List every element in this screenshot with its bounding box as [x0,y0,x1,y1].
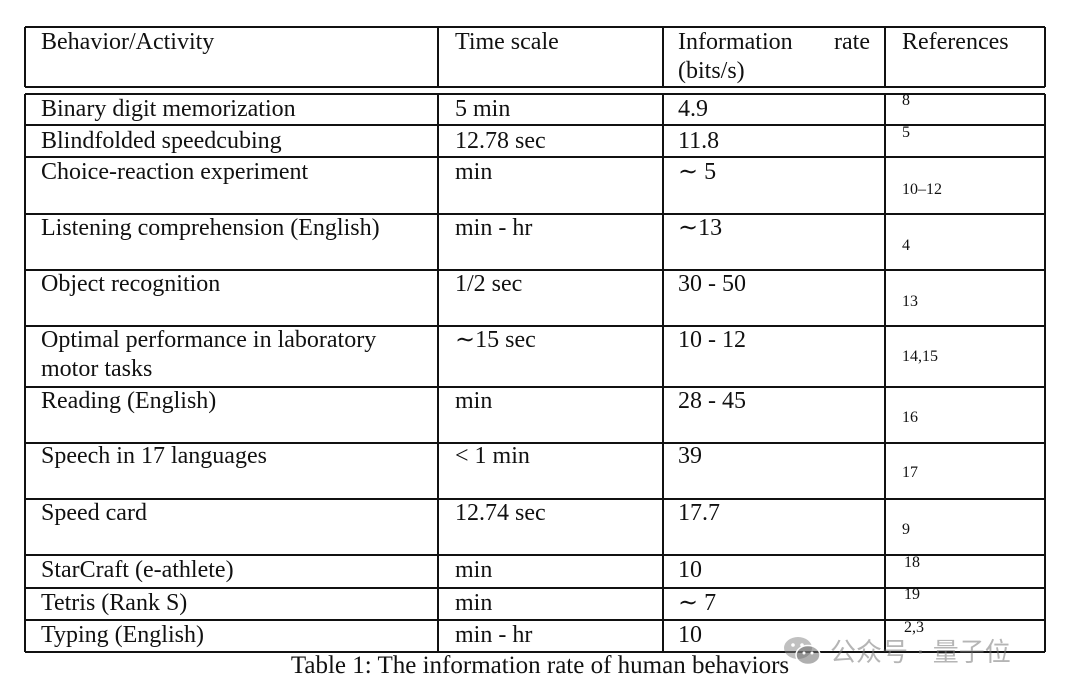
row-rate: 10 - 12 [678,327,746,353]
row-rate: 4.9 [678,96,708,122]
row-reference: 10–12 [902,181,942,198]
row-reference: 14,15 [902,348,938,365]
row-rate: 17.7 [678,500,720,526]
row-rate: ∼13 [678,215,723,241]
row-activity: Blindfolded speedcubing [41,128,282,154]
row-reference: 8 [902,92,910,109]
header-references: References [902,29,1009,55]
watermark-text: 公众号 · 量子位 [830,638,1011,668]
header-time-scale: Time scale [455,29,559,55]
watermark: 公众号 · 量子位 [782,632,1011,669]
header-information-rate: Information rate (bits/s) [678,29,870,84]
row-activity: Speed card [41,500,147,526]
row-rate: 11.8 [678,128,720,154]
row-rate: 39 [678,443,702,469]
row-reference: 18 [904,554,920,571]
row-time-scale: 1/2 sec [455,271,523,297]
table-caption: Table 1: The information rate of human b… [290,652,790,679]
row-activity: Listening comprehension (English) [41,215,380,241]
row-rate: 28 - 45 [678,388,746,414]
row-reference: 13 [902,293,918,310]
row-time-scale: < 1 min [455,443,530,469]
row-reference: 16 [902,409,918,426]
row-rate: 10 [678,622,702,648]
row-reference: 9 [902,521,910,538]
row-rate: ∼ 5 [678,159,717,185]
wechat-icon [784,636,821,665]
row-rate: 10 [678,557,702,583]
row-activity: Binary digit memorization [41,96,296,122]
row-time-scale: min [455,388,493,414]
row-time-scale: 12.74 sec [455,500,546,526]
row-time-scale: min [455,159,493,185]
row-activity: Optimal performance in laboratory [41,327,377,353]
row-time-scale: 12.78 sec [455,128,546,154]
row-rate: 30 - 50 [678,271,746,297]
row-reference: 5 [902,124,910,141]
row-rate: ∼ 7 [678,590,717,616]
row-activity: Object recognition [41,271,221,297]
row-activity: Typing (English) [41,622,204,648]
row-activity: Reading (English) [41,388,217,414]
row-reference: 4 [902,237,910,254]
row-activity: StarCraft (e-athlete) [41,557,234,583]
row-time-scale: min [455,557,493,583]
row-activity: Speech in 17 languages [41,443,267,469]
row-time-scale: min - hr [455,622,533,648]
header-activity: Behavior/Activity [41,29,215,55]
row-activity: Choice-reaction experiment [41,159,309,185]
row-reference: 2,3 [904,619,924,636]
row-time-scale: min [455,590,493,616]
row-time-scale: 5 min [455,96,511,122]
row-reference: 19 [904,586,920,603]
row-activity: Tetris (Rank S) [41,590,188,616]
row-time-scale: ∼15 sec [455,327,536,353]
row-time-scale: min - hr [455,215,533,241]
row-reference: 17 [902,464,918,481]
row-activity-continued: motor tasks [41,356,153,382]
